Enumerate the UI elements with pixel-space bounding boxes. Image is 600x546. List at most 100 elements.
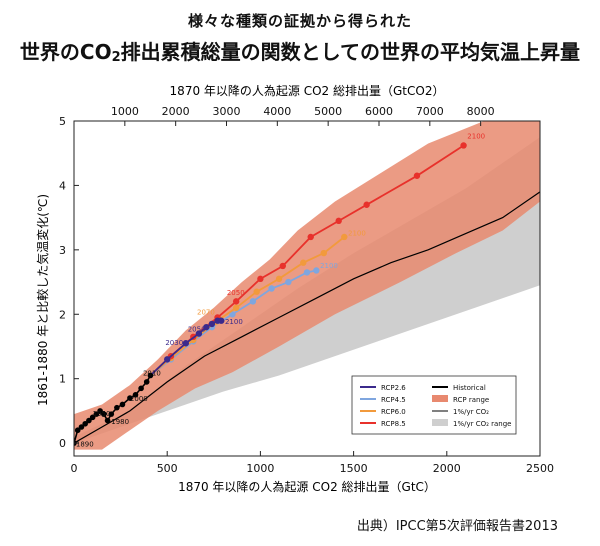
series-point-rcp85 xyxy=(363,201,370,208)
historical-point xyxy=(93,411,100,417)
series-line-rcp45 xyxy=(149,269,317,377)
series-year-label-rcp26: 2030 xyxy=(165,339,183,347)
series-year-label-rcp85: 2050 xyxy=(227,289,245,297)
plot-clip-group xyxy=(74,121,540,450)
legend-item-label: 1%/yr CO₂ range xyxy=(453,420,512,428)
historical-point xyxy=(104,417,111,424)
source-citation: 出典）IPCC第5次評価報告書2013 xyxy=(356,519,558,534)
series-point-rcp26 xyxy=(218,317,225,324)
legend-item-label: RCP4.5 xyxy=(381,396,406,404)
series-point-rcp60 xyxy=(320,249,327,257)
series-point-rcp26 xyxy=(203,323,210,331)
x-tick-label: 1000 xyxy=(246,462,274,475)
historical-point xyxy=(138,385,144,392)
series-point-rcp45 xyxy=(229,311,236,318)
historical-point xyxy=(108,411,115,417)
y-tick-label: 3 xyxy=(59,244,66,257)
series-point-rcp45 xyxy=(249,298,257,305)
historical-point xyxy=(143,379,150,385)
historical-point xyxy=(97,408,103,414)
top-tick-label: 1000 xyxy=(111,105,139,118)
chart-title-line2: 世界のCO2排出累積総量の関数としての世界の平均気温上昇量 xyxy=(0,36,600,65)
top-tick-label: 7000 xyxy=(416,105,444,118)
series-point-rcp60 xyxy=(275,275,283,283)
legend-item-label: RCP2.6 xyxy=(381,384,406,392)
y-tick-label: 5 xyxy=(59,115,66,128)
historical-point xyxy=(101,411,107,417)
x-tick-label: 1500 xyxy=(340,462,368,475)
series-point-rcp60 xyxy=(232,304,240,312)
top-tick-label: 8000 xyxy=(467,105,495,118)
historical-point xyxy=(147,372,154,379)
series-point-rcp85 xyxy=(460,142,467,149)
historical-point xyxy=(132,391,139,398)
plot-frame xyxy=(73,120,541,457)
legend-swatch xyxy=(432,419,448,426)
series-point-rcp60 xyxy=(300,259,307,266)
series-point-rcp45 xyxy=(285,278,292,286)
legend-swatch xyxy=(432,395,448,402)
series-line-rcp60 xyxy=(149,236,345,377)
chart-title-line1: 様々な種類の証拠から得られた xyxy=(187,12,412,30)
historical-point xyxy=(74,427,81,434)
historical-point xyxy=(127,395,133,401)
top-tick-label: 3000 xyxy=(212,105,240,118)
series-point-rcp26 xyxy=(182,340,190,347)
historical-year-label: 1890 xyxy=(76,440,94,448)
x-tick-label: 500 xyxy=(157,462,178,475)
top-tick-label: 5000 xyxy=(314,105,342,118)
series-point-rcp26 xyxy=(164,356,171,363)
series-point-rcp60 xyxy=(341,233,348,241)
x-tick-label: 2000 xyxy=(433,462,461,475)
historical-year-label: 2010 xyxy=(143,369,161,377)
top-tick-label: 4000 xyxy=(263,105,291,118)
historical-point xyxy=(86,417,92,424)
top-tick-label: 6000 xyxy=(365,105,393,118)
historical-point xyxy=(89,414,96,421)
title-prefix: 世界のCO xyxy=(19,40,112,64)
legend-item-label: 1%/yr CO₂ xyxy=(453,408,489,416)
series-point-rcp85 xyxy=(257,275,264,283)
legend-item-label: RCP6.0 xyxy=(381,408,406,416)
series-point-rcp26 xyxy=(208,320,216,328)
series-year-label-rcp26: 2100 xyxy=(225,318,243,326)
series-year-label-rcp85: 2100 xyxy=(467,132,485,140)
y-tick-label: 1 xyxy=(59,373,66,386)
historical-point xyxy=(119,401,126,408)
series-point-rcp26 xyxy=(195,330,203,337)
series-year-label-rcp45: 2100 xyxy=(320,262,338,270)
historical-year-label: 1950 xyxy=(93,410,111,418)
series-year-label-rcp60: 2100 xyxy=(348,230,366,238)
series-point-rcp45 xyxy=(313,267,320,274)
series-point-rcp85 xyxy=(279,262,286,270)
x-tick-label: 0 xyxy=(71,462,78,475)
historical-point xyxy=(82,420,88,427)
series-year-label-rcp60: 2070 xyxy=(197,308,215,316)
y-axis-label: 1861-1880 年と比較した気温変化(℃) xyxy=(35,194,50,406)
series-point-rcp60 xyxy=(253,288,260,295)
series-point-rcp45 xyxy=(303,269,311,276)
y-tick-label: 2 xyxy=(59,308,66,321)
y-tick-label: 0 xyxy=(59,437,66,450)
title-suffix: 排出累積総量の関数としての世界の平均気温上昇量 xyxy=(120,40,581,64)
series-point-rcp85 xyxy=(413,172,421,179)
historical-point xyxy=(78,424,85,430)
legend-item-label: RCP range xyxy=(453,396,489,404)
legend-item-label: RCP8.5 xyxy=(381,420,406,428)
plot-area: 2100210020702100205020302050210018901950… xyxy=(59,105,554,475)
top-tick-label: 2000 xyxy=(162,105,190,118)
historical-year-label: 1980 xyxy=(111,418,129,426)
y-tick-label: 4 xyxy=(59,179,66,192)
legend-item-label: Historical xyxy=(453,384,486,392)
series-point-rcp45 xyxy=(268,285,275,292)
x-axis-label: 1870 年以降の人為起源 CO2 総排出量（GtC） xyxy=(178,480,436,494)
top-axis-label: 1870 年以降の人為起源 CO2 総排出量（GtCO2） xyxy=(170,84,445,98)
x-tick-label: 2500 xyxy=(526,462,554,475)
historical-point xyxy=(114,404,120,411)
series-point-rcp85 xyxy=(232,298,240,305)
series-point-rcp85 xyxy=(335,217,342,225)
series-point-rcp85 xyxy=(307,233,314,241)
series-year-label-rcp26: 2050 xyxy=(188,326,206,334)
rcp-range-band xyxy=(74,121,540,450)
